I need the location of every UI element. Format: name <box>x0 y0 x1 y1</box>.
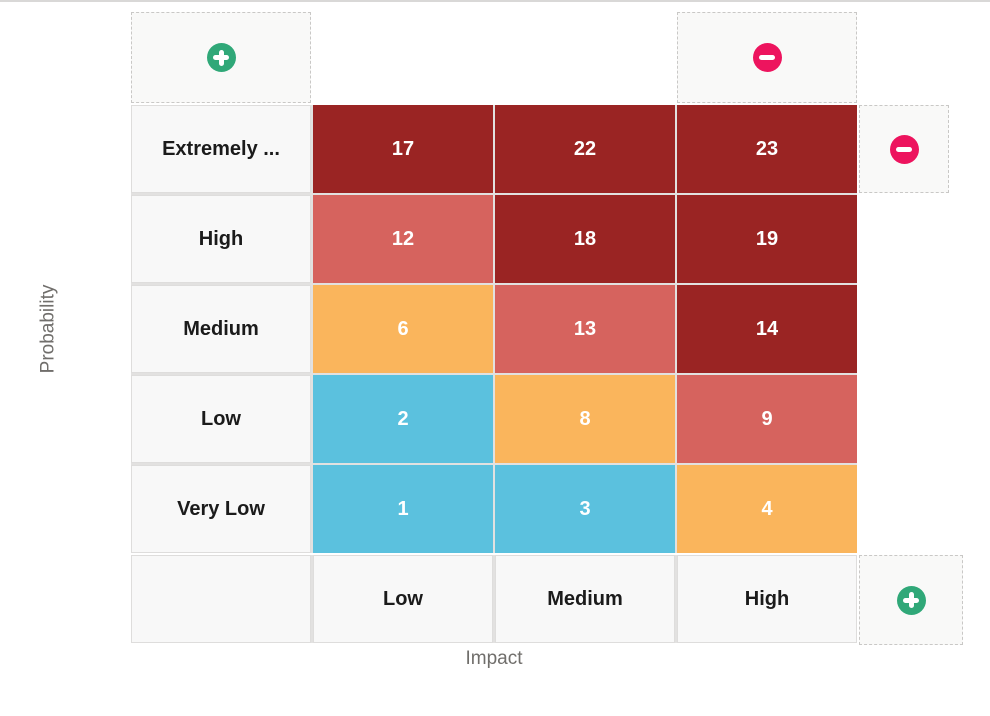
matrix-row-label: Extremely ... <box>131 105 311 193</box>
matrix-cell[interactable]: 1 <box>313 465 493 553</box>
add-column-button[interactable] <box>859 555 963 645</box>
plus-icon <box>206 43 236 72</box>
matrix-cell[interactable]: 9 <box>677 375 857 463</box>
matrix-cell[interactable]: 14 <box>677 285 857 373</box>
matrix-cell[interactable]: 18 <box>495 195 675 283</box>
y-axis-label-text: Probability <box>37 284 58 374</box>
matrix-cell[interactable]: 3 <box>495 465 675 553</box>
x-axis-label-text: Impact <box>465 648 523 669</box>
matrix-column-label: High <box>677 555 857 643</box>
matrix-cell[interactable]: 22 <box>495 105 675 193</box>
matrix-corner-cell <box>131 555 311 643</box>
matrix-row-label: Medium <box>131 285 311 373</box>
matrix-cell[interactable]: 19 <box>677 195 857 283</box>
matrix-cell[interactable]: 23 <box>677 105 857 193</box>
matrix-row-label: Very Low <box>131 465 311 553</box>
matrix-column-label: Medium <box>495 555 675 643</box>
matrix-cell[interactable]: 12 <box>313 195 493 283</box>
remove-row-button[interactable] <box>859 105 949 193</box>
plus-icon <box>896 585 926 615</box>
matrix-row-label: High <box>131 195 311 283</box>
matrix-row-label: Low <box>131 375 311 463</box>
matrix-cell[interactable]: 17 <box>313 105 493 193</box>
matrix-cell[interactable]: 2 <box>313 375 493 463</box>
matrix-cell[interactable]: 4 <box>677 465 857 553</box>
remove-column-button[interactable] <box>677 12 857 103</box>
matrix-column-label: Low <box>313 555 493 643</box>
add-row-button[interactable] <box>131 12 311 103</box>
minus-icon <box>752 43 782 72</box>
top-divider <box>0 0 990 2</box>
minus-icon <box>889 134 919 164</box>
matrix-cell[interactable]: 6 <box>313 285 493 373</box>
x-axis-label: Impact <box>131 648 857 670</box>
matrix-cell[interactable]: 13 <box>495 285 675 373</box>
matrix-cell[interactable]: 8 <box>495 375 675 463</box>
matrix-grid: Extremely ... 17 22 23 High 12 18 19 Medium 6 13 14… <box>131 105 857 553</box>
matrix-footer: Low Medium High <box>131 555 857 643</box>
y-axis-label: Probability <box>28 105 68 553</box>
